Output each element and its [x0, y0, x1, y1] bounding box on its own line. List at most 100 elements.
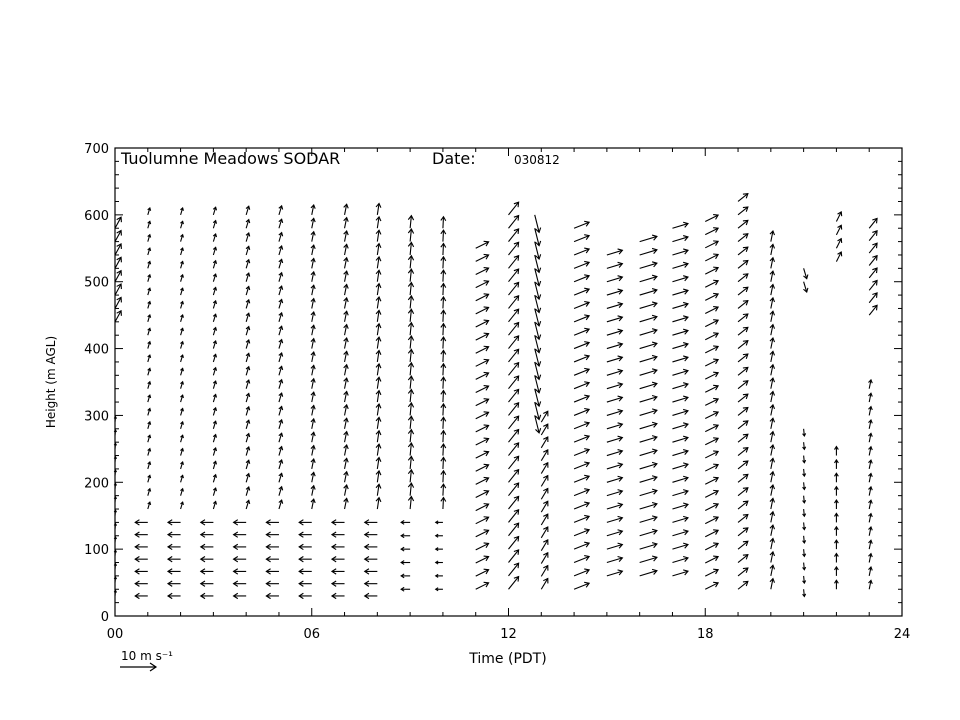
wind-vector: [540, 461, 549, 474]
wind-vector: [705, 305, 720, 314]
wind-vector: [508, 535, 520, 550]
date-label: Date:: [432, 149, 476, 168]
wind-vector: [705, 502, 720, 511]
wind-vector: [245, 245, 251, 256]
wind-vector: [573, 541, 591, 550]
wind-vector: [639, 261, 658, 269]
wind-vector: [705, 424, 720, 433]
wind-vector: [573, 367, 591, 376]
wind-vector: [868, 459, 873, 470]
wind-vector: [375, 282, 382, 296]
wind-vector: [672, 248, 689, 256]
wind-vector: [114, 296, 122, 309]
wind-vector: [573, 407, 591, 416]
wind-vector: [278, 378, 284, 389]
wind-vector: [475, 437, 490, 446]
wind-vector: [639, 395, 658, 403]
wind-vector: [363, 531, 378, 538]
wind-vector: [147, 394, 152, 403]
wind-vector: [868, 432, 873, 443]
wind-vector: [180, 206, 184, 216]
wind-vector: [769, 310, 776, 322]
wind-vector: [606, 462, 624, 470]
wind-vector: [705, 542, 720, 551]
wind-vector: [769, 350, 776, 363]
wind-vector: [769, 256, 776, 269]
wind-vector: [508, 522, 520, 537]
wind-vector: [343, 457, 349, 470]
wind-vector: [278, 499, 284, 510]
wind-vector: [310, 484, 316, 496]
wind-vector: [298, 580, 312, 587]
wind-vector: [834, 512, 839, 523]
wind-vector: [737, 420, 749, 430]
wind-vector: [180, 327, 184, 336]
wind-vector: [212, 473, 218, 483]
chart-title: Tuolumne Meadows SODAR: [120, 149, 340, 168]
wind-vector: [343, 484, 349, 496]
wind-vector: [375, 242, 382, 256]
wind-vector: [375, 349, 382, 363]
wind-vector: [180, 247, 184, 256]
wind-vector: [573, 394, 591, 403]
wind-vector: [278, 298, 284, 309]
wind-vector: [166, 568, 181, 575]
wind-vector: [440, 309, 447, 322]
wind-vector: [375, 429, 382, 443]
wind-vector: [278, 325, 284, 336]
wind-vector: [440, 376, 447, 389]
wind-vector: [606, 515, 624, 523]
y-tick-label: 100: [84, 543, 109, 558]
wind-vector: [375, 229, 382, 242]
wind-vector: [705, 476, 720, 485]
wind-vector: [639, 234, 658, 243]
wind-vector: [310, 297, 316, 309]
wind-vector: [475, 306, 490, 315]
wind-vector: [835, 224, 843, 236]
wind-vector: [245, 365, 251, 376]
wind-vector: [199, 568, 214, 575]
wind-vector: [737, 447, 749, 456]
wind-vector: [147, 501, 152, 510]
wind-vector: [375, 322, 382, 336]
wind-vector: [737, 406, 749, 416]
wind-vector: [672, 395, 689, 403]
y-tick-label: 200: [84, 476, 109, 491]
wind-vector: [147, 434, 152, 443]
y-tick-label: 0: [101, 610, 109, 625]
wind-vector: [375, 496, 382, 510]
wind-vector: [180, 434, 184, 443]
wind-vector: [407, 415, 415, 429]
wind-vector: [868, 525, 873, 536]
wind-vector: [508, 375, 520, 390]
wind-vector: [407, 482, 415, 496]
wind-vector: [573, 514, 591, 523]
wind-vector: [245, 231, 251, 242]
wind-vector: [199, 543, 214, 551]
wind-vector: [134, 580, 148, 587]
wind-vector: [705, 253, 720, 262]
wind-vector: [114, 309, 122, 323]
wind-vector: [834, 472, 839, 483]
wind-vector: [639, 528, 658, 537]
wind-vector: [639, 408, 658, 416]
wind-vector: [573, 528, 591, 537]
wind-vector: [180, 354, 184, 363]
wind-vector: [573, 474, 591, 483]
wind-vector: [440, 362, 447, 376]
wind-vector: [440, 255, 447, 269]
wind-vector: [573, 234, 591, 243]
wind-vector: [769, 417, 776, 429]
wind-vector: [400, 586, 411, 592]
wind-vector: [705, 581, 720, 590]
wind-vector: [802, 575, 807, 585]
wind-vector: [343, 216, 349, 229]
wind-vector: [180, 233, 184, 242]
wind-vector: [245, 459, 251, 470]
wind-vector: [802, 428, 807, 437]
wind-vector: [180, 260, 184, 269]
wind-vector: [573, 341, 591, 350]
wind-vector: [400, 533, 411, 539]
wind-vector: [232, 519, 247, 526]
wind-vector: [113, 522, 117, 530]
